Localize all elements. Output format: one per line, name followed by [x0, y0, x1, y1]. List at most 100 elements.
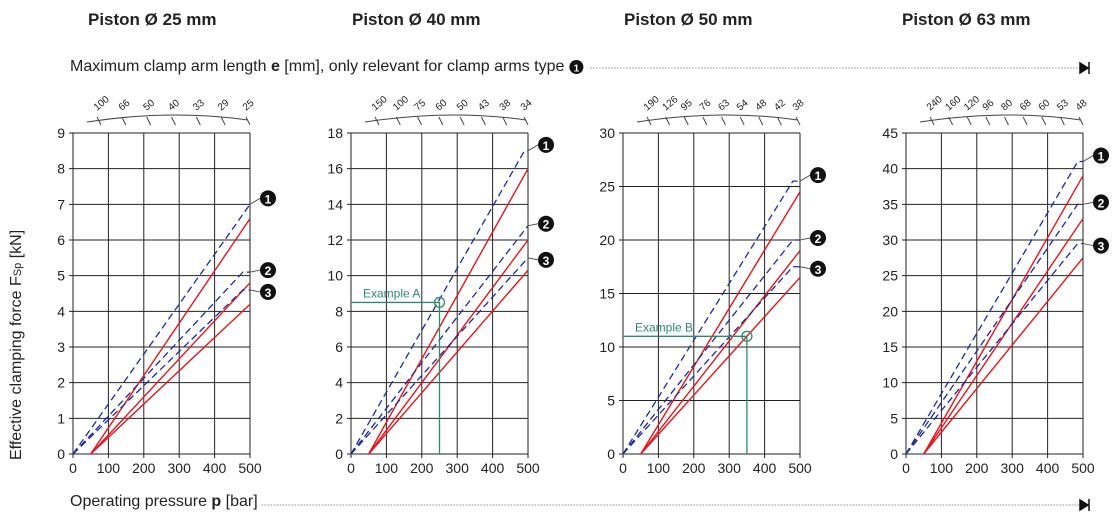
arm-scale-label: 50	[142, 97, 158, 113]
arm-scale-label: 190	[642, 94, 662, 113]
series-2-dashed-line	[622, 239, 800, 455]
arm-note-marker-digit: 1	[574, 64, 580, 75]
series-2-dashed-line	[72, 271, 250, 455]
series-marker-2-icon	[1093, 194, 1109, 211]
series-marker-digit: 1	[815, 169, 822, 183]
arm-scale-label: 60	[1037, 97, 1053, 113]
x-tick-label: 500	[238, 460, 262, 476]
arm-scale-tick	[929, 116, 935, 126]
x-tick-label: 200	[132, 460, 156, 476]
arm-scale-arc	[636, 114, 799, 123]
series-marker-1-icon	[810, 167, 826, 184]
arm-scale-label: 38	[791, 97, 807, 113]
arm-scale-label: 43	[476, 97, 492, 113]
arm-scale-label: 96	[981, 97, 997, 113]
y-tick-label: 10	[327, 268, 343, 284]
arm-scale-tick	[171, 116, 176, 126]
series-marker-digit: 3	[815, 263, 822, 277]
y-tick-label: 10	[599, 339, 615, 355]
x-tick-label: 500	[788, 460, 812, 476]
x-tick-label: 400	[753, 460, 777, 476]
panel-title-50: Piston Ø 50 mm	[624, 10, 753, 29]
y-tick-label: 30	[599, 125, 615, 141]
series-marker-digit: 3	[1098, 240, 1105, 254]
y-tick-label: 16	[327, 161, 343, 177]
arm-scale-tick	[195, 116, 201, 126]
y-tick-label: 18	[327, 125, 343, 141]
y-tick-label: 4	[57, 303, 65, 319]
x-tick-label: 200	[682, 460, 706, 476]
arm-scale-label: 120	[962, 94, 982, 113]
y-tick-label: 5	[890, 410, 898, 426]
y-tick-label: 6	[335, 339, 343, 355]
series-1-solid-line	[923, 175, 1084, 455]
x-label-text: Operating pressure	[70, 493, 212, 510]
arm-scale-tick	[459, 116, 465, 126]
series-1-solid-line	[640, 191, 801, 455]
arm-scale-label: 33	[191, 97, 207, 113]
y-tick-label: 6	[57, 232, 65, 248]
arm-scale-tick	[776, 116, 782, 126]
series-marker-2-icon	[260, 262, 276, 279]
y-tick-label: 12	[327, 232, 343, 248]
y-tick-label: 15	[882, 339, 898, 355]
y-tick-label: 10	[882, 375, 898, 391]
example-guide-line	[623, 335, 748, 454]
arm-scale-tick	[438, 116, 444, 126]
arm-scale-label: 95	[679, 97, 695, 113]
y-tick-label: 3	[57, 339, 65, 355]
series-marker-digit: 2	[265, 264, 272, 278]
arm-scale-tick	[374, 116, 380, 126]
y-tick-label: 8	[57, 161, 65, 177]
y-tick-label: 25	[599, 179, 615, 195]
series-3-solid-line	[90, 303, 251, 455]
x-tick-label: 500	[1071, 460, 1095, 476]
arm-note-unit: [mm], only relevant for clamp arms type	[279, 58, 565, 75]
series-marker-2-icon	[538, 215, 554, 232]
arm-scale-tick	[646, 116, 652, 126]
arm-scale-tick	[220, 116, 226, 126]
arm-scale-label: 34	[519, 97, 535, 113]
series-marker-1-icon	[260, 190, 276, 207]
y-tick-label: 0	[335, 446, 343, 462]
arm-scale-tick	[121, 116, 127, 126]
x-tick-label: 200	[965, 460, 989, 476]
example-point-marker	[741, 330, 753, 342]
series-marker-1-icon	[1093, 147, 1109, 164]
series-2-solid-line	[640, 250, 801, 455]
series-3-solid-line	[923, 257, 1084, 455]
y-tick-label: 14	[327, 196, 343, 212]
arm-scale-tick	[1041, 116, 1047, 126]
x-label-unit: [bar]	[221, 493, 258, 510]
arm-scale-tick	[948, 116, 954, 126]
arm-scale-tick	[96, 116, 102, 126]
arm-scale-tick	[395, 116, 401, 126]
series-3-solid-line	[368, 269, 529, 455]
series-3-dashed-line	[905, 242, 1083, 455]
x-tick-label: 0	[902, 460, 910, 476]
x-label-variable: p	[211, 493, 222, 510]
y-tick-label: 30	[882, 232, 898, 248]
arm-scale-label: 50	[455, 97, 471, 113]
x-axis-label: Operating pressure p [bar]	[70, 493, 258, 511]
arm-scale-arc	[86, 114, 249, 123]
x-tick-label: 200	[410, 460, 434, 476]
y-tick-label: 0	[607, 446, 615, 462]
series-leader-line	[1082, 201, 1094, 205]
y-tick-label: 45	[882, 125, 898, 141]
x-tick-label: 400	[203, 460, 227, 476]
x-tick-label: 400	[481, 460, 505, 476]
arm-scale-label: 60	[434, 97, 450, 113]
series-marker-digit: 3	[543, 254, 550, 268]
arm-note-end-arrow-icon	[1079, 61, 1090, 75]
x-tick-label: 0	[347, 460, 355, 476]
series-1-dashed-line	[72, 203, 251, 455]
series-1-dashed-line	[905, 160, 1083, 455]
x-tick-label: 400	[1036, 460, 1060, 476]
series-leader-line	[527, 257, 539, 261]
arm-scale-label: 100	[92, 94, 112, 113]
arm-scale-tick	[665, 116, 671, 126]
arm-scale-label: 42	[772, 97, 788, 113]
